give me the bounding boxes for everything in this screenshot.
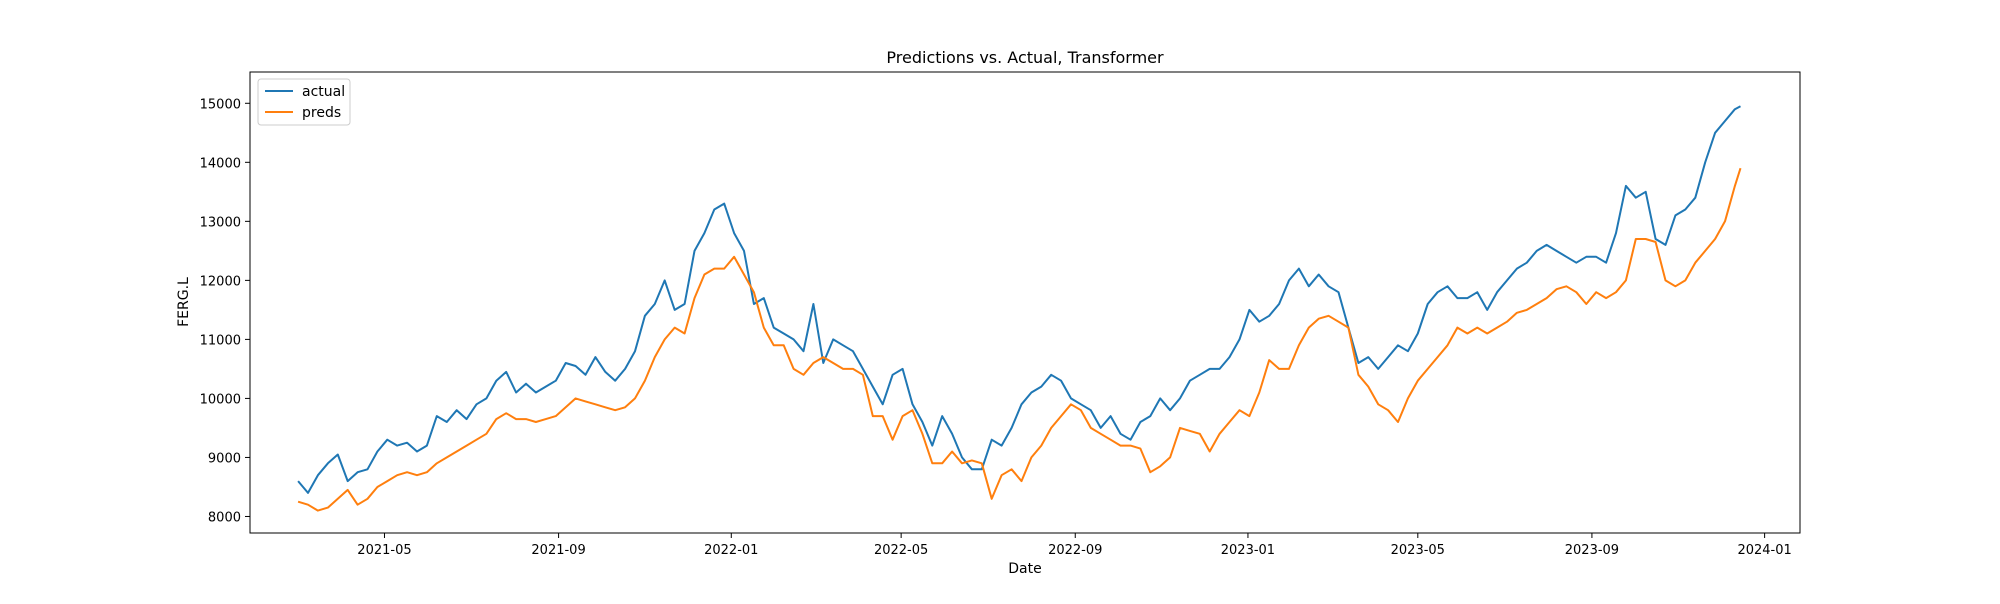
x-axis-ticks: 2021-05 2021-09 2022-01 2022-05 2022-09 2023-… [357,533,1792,558]
y-tick-label: 15000 [200,97,241,112]
series-line-actual [297,105,1741,494]
y-tick-label: 9000 [208,451,241,466]
y-axis-label: FERG.L [176,277,192,327]
y-tick-label: 12000 [200,274,241,289]
x-tick-label: 2023-09 [1565,543,1619,558]
x-tick-label: 2021-09 [531,543,585,558]
y-axis-ticks: 8000 9000 10000 11000 12000 13000 14000 15000 [200,97,250,525]
x-tick-label: 2022-01 [704,543,758,558]
x-tick-label: 2023-01 [1221,543,1275,558]
y-tick-label: 13000 [200,215,241,230]
plot-area-frame [249,71,1801,534]
y-tick-label: 10000 [200,392,241,407]
x-tick-label: 2024-01 [1737,543,1791,558]
x-tick-label: 2022-09 [1048,543,1102,558]
legend-label-actual: actual [302,84,345,100]
series-line-preds [297,167,1742,512]
chart-title: Predictions vs. Actual, Transformer [886,48,1164,67]
y-tick-label: 8000 [208,510,241,525]
x-tick-label: 2021-05 [357,543,411,558]
x-tick-label: 2022-05 [874,543,928,558]
x-axis-label: Date [1008,561,1041,577]
y-tick-label: 14000 [200,156,241,171]
x-tick-label: 2023-05 [1391,543,1445,558]
legend: actual preds [257,78,351,126]
series-layer [297,105,1742,512]
y-tick-label: 11000 [200,333,241,348]
legend-label-preds: preds [302,105,341,121]
